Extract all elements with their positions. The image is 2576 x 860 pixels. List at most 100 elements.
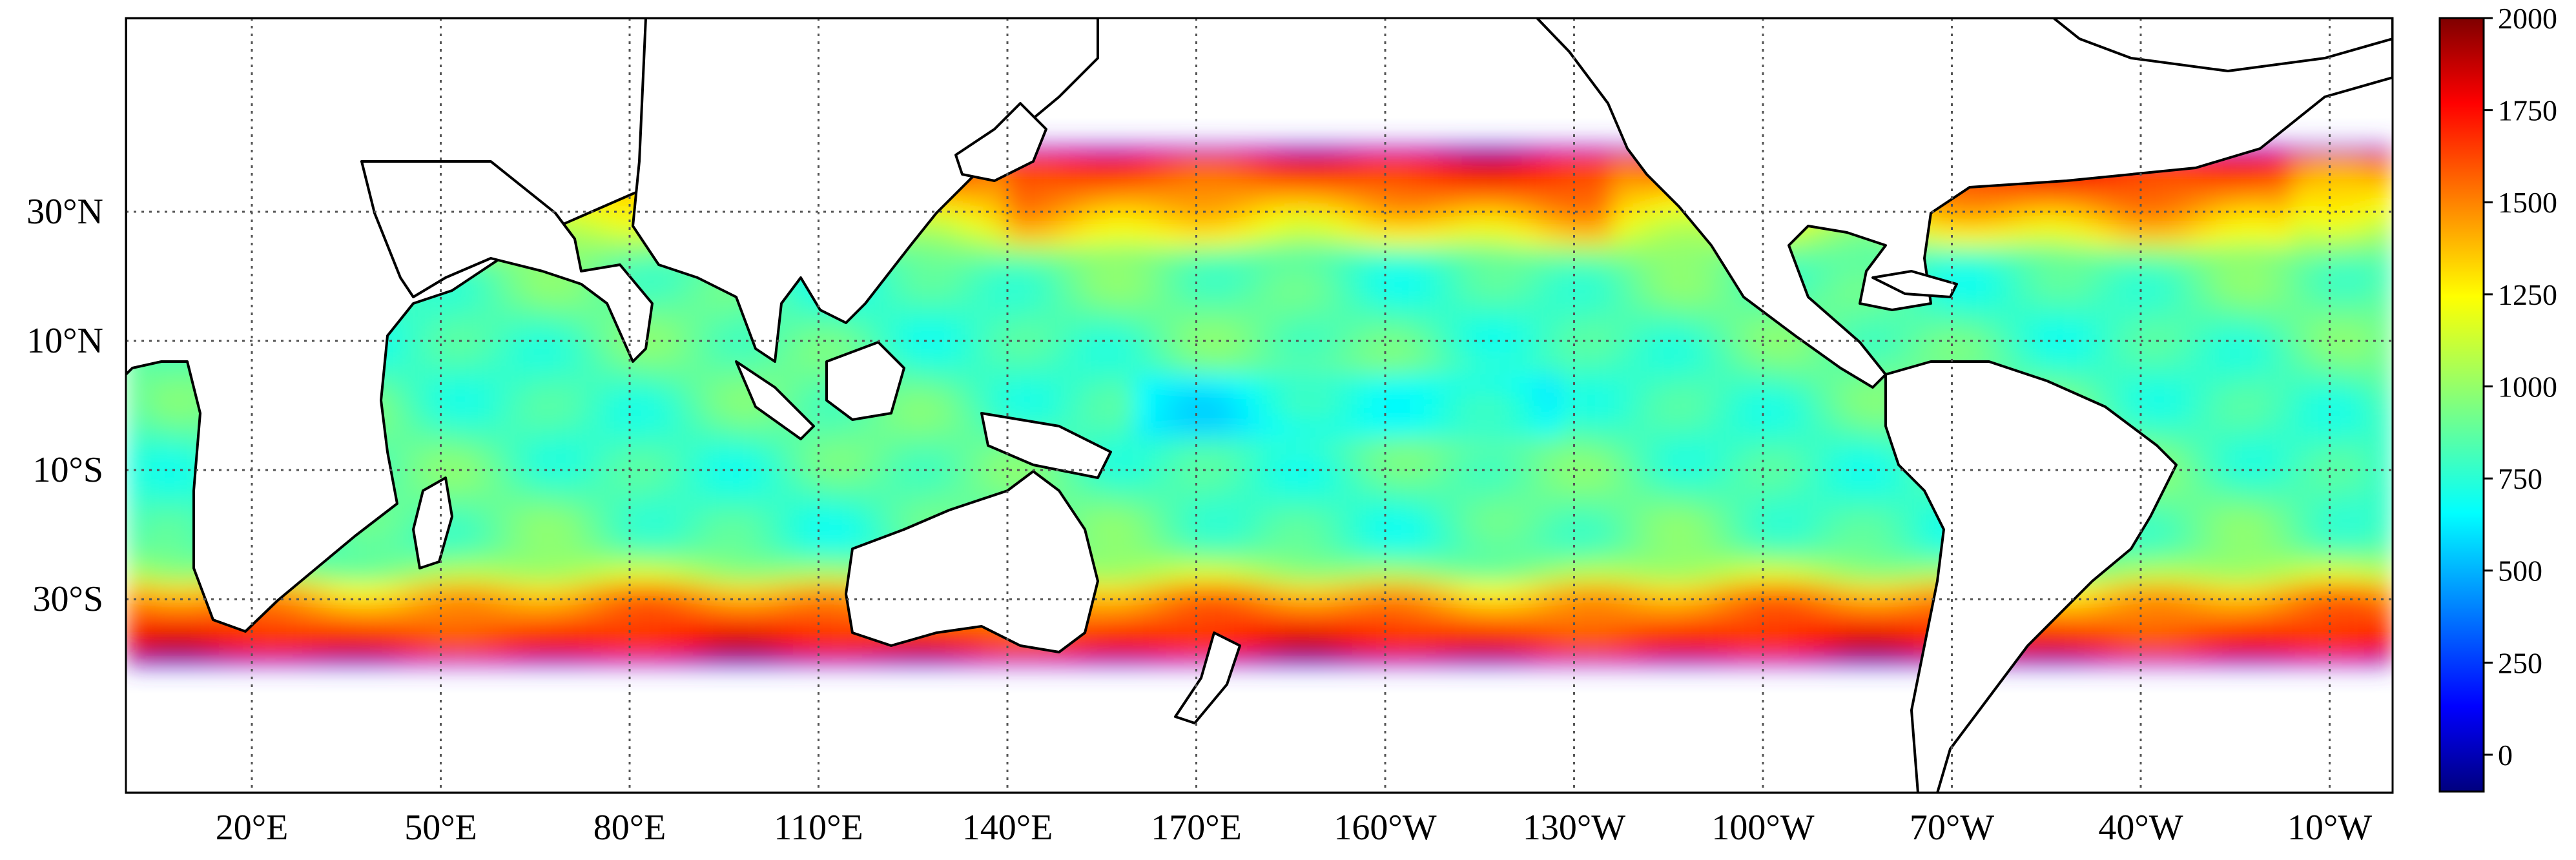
field-cell <box>1284 502 1310 519</box>
field-cell <box>604 518 630 535</box>
field-cell <box>2090 373 2116 390</box>
x-tick-label: 160°W <box>1334 808 1436 848</box>
field-cell <box>1360 583 1386 600</box>
field-cell <box>806 518 832 535</box>
field-cell <box>655 551 681 568</box>
field-cell <box>2216 292 2242 309</box>
field-cell <box>1889 309 1915 325</box>
field-cell <box>1410 212 1436 229</box>
field-cell <box>277 599 303 616</box>
field-cell <box>1612 260 1638 277</box>
field-cell <box>1259 405 1285 422</box>
field-cell <box>554 373 580 390</box>
field-cell <box>1385 228 1411 245</box>
field-cell <box>2267 567 2293 584</box>
field-cell <box>831 438 857 455</box>
field-cell <box>680 502 706 519</box>
field-cell <box>1159 599 1184 616</box>
field-cell <box>201 631 227 648</box>
field-cell <box>1007 196 1033 212</box>
field-cell <box>1360 389 1386 406</box>
field-cell <box>932 276 958 293</box>
field-cell <box>2342 276 2368 293</box>
field-cell <box>1259 518 1285 535</box>
field-cell <box>1536 276 1562 293</box>
field-cell <box>2216 615 2242 632</box>
field-cell <box>504 292 530 309</box>
field-cell <box>1284 551 1310 568</box>
field-cell <box>2141 260 2167 277</box>
field-cell <box>1637 357 1663 374</box>
field-cell <box>1108 163 1134 180</box>
field-cell <box>1839 260 1864 277</box>
field-cell <box>1083 502 1109 519</box>
field-cell <box>1763 567 1789 584</box>
field-cell <box>504 454 530 471</box>
field-cell <box>2191 631 2217 648</box>
field-cell <box>1410 244 1436 261</box>
field-cell <box>1637 325 1663 342</box>
field-cell <box>1385 276 1411 293</box>
field-cell <box>2292 438 2318 455</box>
field-cell <box>1436 276 1461 293</box>
field-cell <box>856 486 882 503</box>
field-cell <box>1410 373 1436 390</box>
field-cell <box>756 502 781 519</box>
field-cell <box>2267 486 2293 503</box>
field-cell <box>403 599 429 616</box>
field-cell <box>1964 292 1990 309</box>
field-cell <box>1587 470 1613 487</box>
field-cell <box>781 551 807 568</box>
field-cell <box>1385 179 1411 196</box>
field-cell <box>1461 163 1487 180</box>
field-cell <box>655 615 681 632</box>
field-cell <box>1209 615 1235 632</box>
field-cell <box>2191 454 2217 471</box>
field-cell <box>2342 486 2368 503</box>
field-cell <box>730 422 756 438</box>
field-cell <box>1536 583 1562 600</box>
field-cell <box>1284 389 1310 406</box>
field-cell <box>1511 454 1537 471</box>
field-cell <box>1133 422 1159 438</box>
field-cell <box>2292 389 2318 406</box>
field-cell <box>554 405 580 422</box>
field-cell <box>1209 389 1235 406</box>
field-cell <box>2267 373 2293 390</box>
field-cell <box>982 179 1008 196</box>
field-cell <box>1713 405 1738 422</box>
field-cell <box>2216 422 2242 438</box>
field-cell <box>1536 518 1562 535</box>
field-cell <box>2166 212 2192 229</box>
field-cell <box>1436 357 1461 374</box>
field-cell <box>1788 583 1814 600</box>
field-cell <box>1486 373 1512 390</box>
x-tick-label: 40°W <box>2098 808 2183 848</box>
map-frame <box>125 17 2394 794</box>
field-cell <box>1310 422 1335 438</box>
field-cell <box>1410 163 1436 180</box>
field-cell <box>2267 163 2293 180</box>
field-cell <box>1234 470 1260 487</box>
field-cell <box>1410 454 1436 471</box>
field-cell <box>2166 179 2192 196</box>
field-cell <box>353 583 378 600</box>
field-cell <box>1713 599 1738 616</box>
field-cell <box>1436 292 1461 309</box>
field-cell <box>730 567 756 584</box>
field-cell <box>151 470 177 487</box>
field-cell <box>1486 631 1512 648</box>
field-cell <box>2040 341 2066 358</box>
field-cell <box>2292 196 2318 212</box>
field-cell <box>2166 373 2192 390</box>
field-cell <box>1385 405 1411 422</box>
field-cell <box>1133 228 1159 245</box>
field-cell <box>554 502 580 519</box>
field-cell <box>579 615 605 632</box>
field-cell <box>1461 438 1487 455</box>
field-cell <box>1159 373 1184 390</box>
field-cell <box>1889 583 1915 600</box>
field-cell <box>2166 583 2192 600</box>
field-cell <box>1410 551 1436 568</box>
field-cell <box>126 518 152 535</box>
